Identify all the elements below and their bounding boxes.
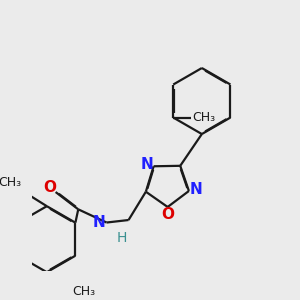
Text: CH₃: CH₃ [193,111,216,124]
Text: N: N [140,157,153,172]
Text: N: N [92,215,105,230]
Text: CH₃: CH₃ [0,176,22,189]
Text: CH₃: CH₃ [72,285,95,298]
Text: N: N [189,182,202,197]
Text: H: H [117,231,127,245]
Text: O: O [161,207,174,222]
Text: O: O [44,180,56,195]
